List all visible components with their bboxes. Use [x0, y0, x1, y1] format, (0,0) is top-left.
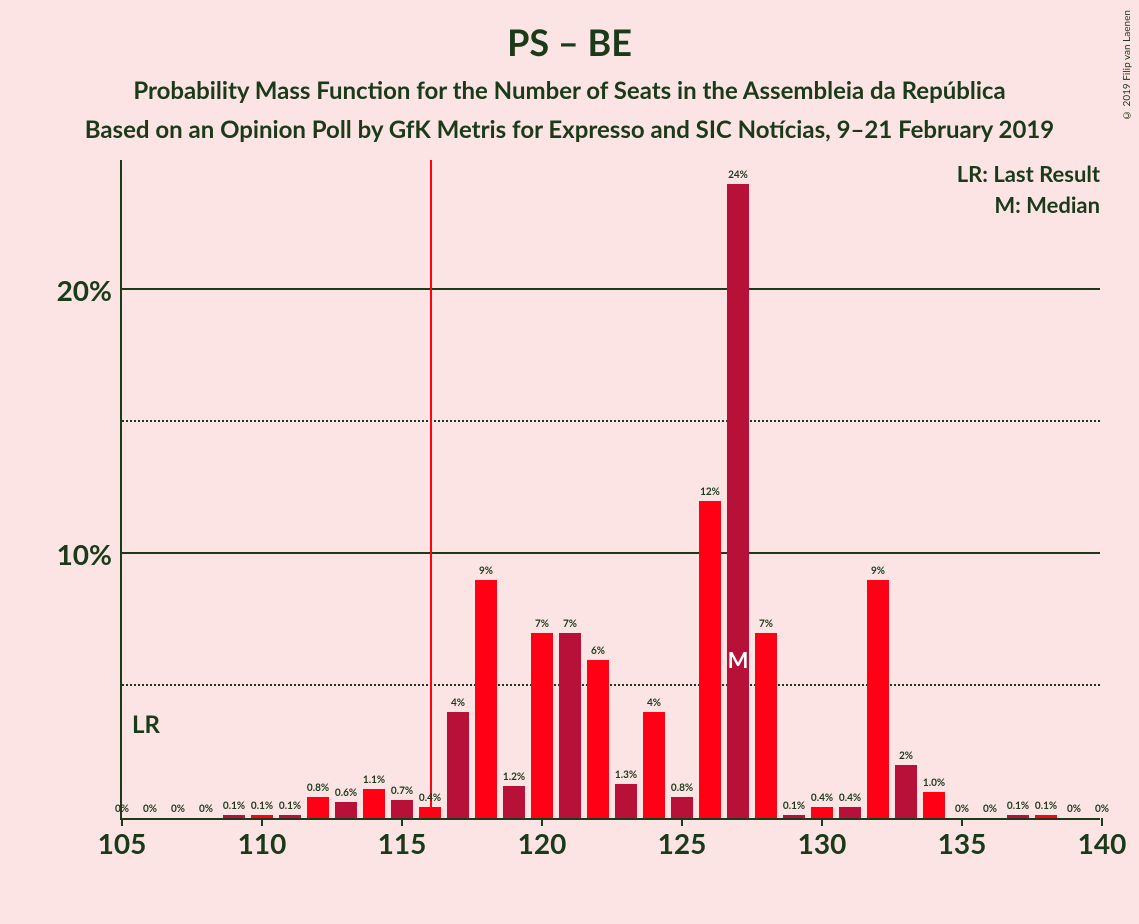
xtick-mark [261, 818, 263, 826]
bar-value-label: 2% [899, 750, 913, 762]
bar-value-label: 9% [871, 565, 885, 577]
bar-value-label: 7% [759, 618, 773, 630]
bar: 9% [475, 580, 497, 818]
bar-value-label: 0% [955, 803, 969, 815]
bar-value-label: 9% [479, 565, 493, 577]
xtick-mark [121, 818, 123, 826]
xtick-mark [1101, 818, 1103, 826]
last-result-label: LR [132, 710, 160, 739]
xtick-label: 130 [798, 826, 847, 860]
bar-value-label: 0.4% [419, 792, 441, 804]
ytick-label: 10% [57, 537, 112, 571]
plot-area: 10%20%1051101151201251301351400%0%0%0%0.… [120, 160, 1100, 820]
xtick-label: 125 [658, 826, 707, 860]
bar: 4% [447, 712, 469, 818]
chart-subtitle-2: Based on an Opinion Poll by GfK Metris f… [0, 115, 1139, 144]
last-result-line [430, 160, 432, 818]
bar: 1.1% [363, 789, 385, 818]
gridline-minor [122, 420, 1100, 422]
bar-value-label: 0% [199, 803, 213, 815]
xtick-label: 115 [378, 826, 427, 860]
bar: 0.1% [783, 815, 805, 818]
chart-container: LR: Last Result M: Median 10%20%10511011… [60, 160, 1110, 880]
bar-value-label: 0.7% [391, 785, 413, 797]
bar: 0.1% [223, 815, 245, 818]
bar-value-label: 4% [647, 697, 661, 709]
bar-value-label: 0% [115, 803, 129, 815]
bar-value-label: 1.0% [923, 777, 945, 789]
bar: 4% [643, 712, 665, 818]
median-label: M [728, 646, 749, 673]
xtick-label: 105 [98, 826, 147, 860]
bar-value-label: 0.1% [783, 800, 805, 812]
bar: 12% [699, 501, 721, 818]
bar-value-label: 24% [728, 169, 748, 181]
bar-value-label: 0% [983, 803, 997, 815]
bar: 0.1% [1007, 815, 1029, 818]
bar: 6% [587, 660, 609, 818]
bar: 0.8% [307, 797, 329, 818]
bar: 1.3% [615, 784, 637, 818]
bar: 0.1% [279, 815, 301, 818]
bar-value-label: 6% [591, 645, 605, 657]
bar-value-label: 0.1% [223, 800, 245, 812]
bar-value-label: 1.1% [363, 774, 385, 786]
bar: 0.7% [391, 800, 413, 818]
bar: 0.4% [419, 807, 441, 818]
bar: 7% [755, 633, 777, 818]
bar: 0.4% [839, 807, 861, 818]
bar-value-label: 1.2% [503, 771, 525, 783]
xtick-mark [681, 818, 683, 826]
bar-value-label: 0.1% [251, 800, 273, 812]
bar-value-label: 0.8% [307, 782, 329, 794]
bar-value-label: 0.4% [811, 792, 833, 804]
xtick-mark [541, 818, 543, 826]
bar: 0.4% [811, 807, 833, 818]
bar-value-label: 0.4% [839, 792, 861, 804]
xtick-mark [961, 818, 963, 826]
bar-value-label: 0% [1095, 803, 1109, 815]
bar: 0.1% [1035, 815, 1057, 818]
gridline-minor [122, 684, 1100, 686]
xtick-label: 135 [938, 826, 987, 860]
bar-value-label: 7% [535, 618, 549, 630]
chart-title: PS – BE [0, 0, 1139, 64]
bar: 1.0% [923, 792, 945, 818]
xtick-mark [821, 818, 823, 826]
bar-value-label: 12% [700, 486, 720, 498]
bar: 9% [867, 580, 889, 818]
bar: 0.8% [671, 797, 693, 818]
bar-value-label: 4% [451, 697, 465, 709]
bar-value-label: 0.1% [279, 800, 301, 812]
bar-value-label: 0% [143, 803, 157, 815]
bar-value-label: 0% [1067, 803, 1081, 815]
bar-value-label: 7% [563, 618, 577, 630]
bar: 7% [559, 633, 581, 818]
bar: 0.6% [335, 802, 357, 818]
gridline-major: 10% [122, 552, 1100, 554]
bar: 24% [727, 184, 749, 818]
bar-value-label: 0.1% [1035, 800, 1057, 812]
bar-value-label: 0.1% [1007, 800, 1029, 812]
xtick-label: 120 [518, 826, 567, 860]
bar-value-label: 0.6% [335, 787, 357, 799]
bar: 2% [895, 765, 917, 818]
ytick-label: 20% [57, 273, 112, 307]
bar-value-label: 0% [171, 803, 185, 815]
copyright-text: © 2019 Filip van Laenen [1121, 10, 1133, 121]
gridline-major: 20% [122, 288, 1100, 290]
xtick-mark [401, 818, 403, 826]
xtick-label: 110 [238, 826, 287, 860]
bar: 0.1% [251, 815, 273, 818]
bar: 7% [531, 633, 553, 818]
bar-value-label: 1.3% [615, 769, 637, 781]
chart-subtitle: Probability Mass Function for the Number… [0, 76, 1139, 105]
xtick-label: 140 [1078, 826, 1127, 860]
bar: 1.2% [503, 786, 525, 818]
bar-value-label: 0.8% [671, 782, 693, 794]
